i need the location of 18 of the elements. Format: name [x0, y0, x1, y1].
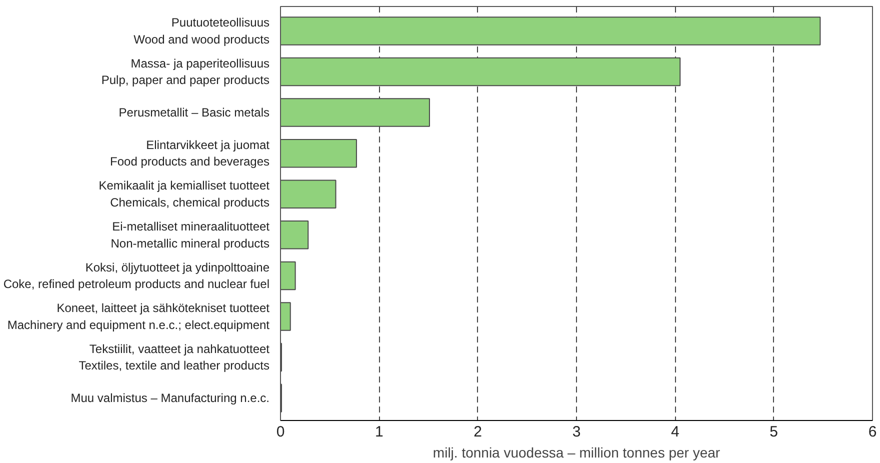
y-tick-label: Ei-metalliset mineraalituotteet Non-metallic mineral products	[110, 220, 270, 250]
y-tick-label: Koneet, laitteet ja sähkötekniset tuotteet Machinery and equipment n.e.c.; elect.equipment	[7, 301, 270, 332]
x-tick-label: 4	[670, 424, 680, 440]
y-tick-label: Tekstiilit, vaatteet ja nahkatuotteet Textiles, textile and leather products	[78, 342, 270, 373]
y-tick-label: Muu valmistus – Manufacturing n.e.c.	[70, 391, 270, 406]
y-tick-label: Koksi, öljytuotteet ja ydinpolttoaine Coke, refined petroleum products and nuclear fuel	[3, 260, 270, 292]
x-axis-title: milj. tonnia vuodessa – million tonnes per year	[432, 444, 720, 460]
y-tick-label: Massa- ja paperiteollisuus Pulp, paper and paper products	[101, 56, 270, 88]
x-tick-label: 2	[474, 424, 482, 440]
x-tick-label: 6	[868, 424, 877, 440]
x-tick-label: 3	[572, 424, 581, 440]
x-tick-label: 5	[770, 424, 778, 440]
y-tick-label: Kemikaalit ja kemialliset tuotteet Chemicals, chemical products	[98, 178, 270, 210]
y-tick-label: Perusmetallit – Basic metals	[118, 106, 270, 120]
y-tick-label: Elintarvikkeet ja juomat Food products and beverages	[110, 138, 270, 169]
x-tick-label: 1	[374, 424, 384, 440]
x-tick-label: 0	[276, 424, 285, 440]
y-tick-label: Puutuoteteollisuus Wood and wood products	[134, 16, 270, 46]
